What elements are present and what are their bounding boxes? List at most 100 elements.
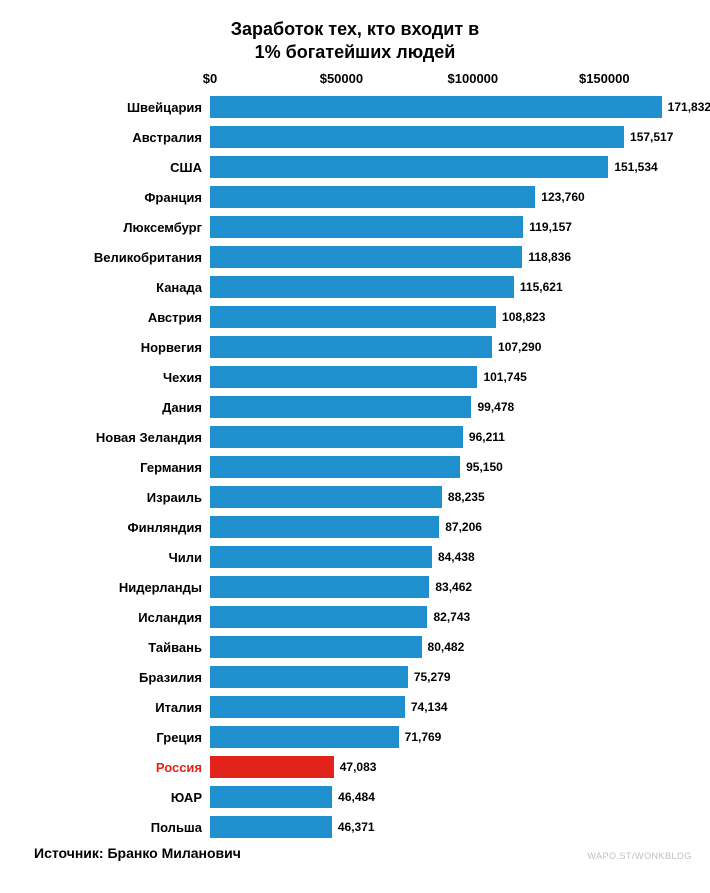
chart-row: Финляндия87,206 [0, 513, 710, 541]
credit-text: WAPO.ST/WONKBLOG [587, 851, 692, 861]
country-label: Исландия [0, 610, 210, 625]
bar: 108,823 [210, 306, 496, 328]
bar: 87,206 [210, 516, 439, 538]
x-axis-labels: $0$50000$100000$150000 [210, 71, 670, 93]
bar-value: 99,478 [471, 400, 514, 414]
country-label: Бразилия [0, 670, 210, 685]
bar: 83,462 [210, 576, 429, 598]
country-label: Австрия [0, 310, 210, 325]
bar: 119,157 [210, 216, 523, 238]
chart-row: Польша 46,371 [0, 813, 710, 841]
bar: 95,150 [210, 456, 460, 478]
country-label: Финляндия [0, 520, 210, 535]
chart-row: Норвегия107,290 [0, 333, 710, 361]
bar-track: 80,482 [210, 636, 710, 658]
bar-value: 87,206 [439, 520, 482, 534]
bar: 82,743 [210, 606, 427, 628]
bar: 157,517 [210, 126, 624, 148]
chart-row: Канада115,621 [0, 273, 710, 301]
bar-track: 88,235 [210, 486, 710, 508]
bar: 123,760 [210, 186, 535, 208]
bar-value: 96,211 [463, 430, 505, 444]
bar-chart: $0$50000$100000$150000 Швейцария171,832А… [0, 71, 710, 841]
chart-title: Заработок тех, кто входит в 1% богатейши… [0, 0, 710, 71]
bar-track: 74,134 [210, 696, 710, 718]
bar-value: 118,836 [522, 250, 571, 264]
chart-row: Великобритания118,836 [0, 243, 710, 271]
chart-row: Италия74,134 [0, 693, 710, 721]
x-axis-tick: $50000 [320, 71, 363, 86]
bar-value: 171,832 [662, 100, 710, 114]
chart-row: Россия47,083 [0, 753, 710, 781]
country-label: Россия [0, 760, 210, 775]
bar: 88,235 [210, 486, 442, 508]
chart-row: США151,534 [0, 153, 710, 181]
bar-value: 47,083 [334, 760, 377, 774]
bar-value: 80,482 [422, 640, 465, 654]
chart-row: Израиль88,235 [0, 483, 710, 511]
country-label: Нидерланды [0, 580, 210, 595]
bar-value: 88,235 [442, 490, 485, 504]
bar: 96,211 [210, 426, 463, 448]
chart-row: Люксембург119,157 [0, 213, 710, 241]
bar-track: 171,832 [210, 96, 710, 118]
chart-row: Нидерланды83,462 [0, 573, 710, 601]
chart-row: Греция71,769 [0, 723, 710, 751]
bar-value: 157,517 [624, 130, 673, 144]
bar-track: 157,517 [210, 126, 710, 148]
chart-row: Германия95,150 [0, 453, 710, 481]
bar-value: 71,769 [399, 730, 442, 744]
bar-track: 107,290 [210, 336, 710, 358]
bar-track: 99,478 [210, 396, 710, 418]
bar-value: 75,279 [408, 670, 451, 684]
bar-track: 96,211 [210, 426, 710, 448]
bar-track: 46,371 [210, 816, 710, 838]
bar-track: 119,157 [210, 216, 710, 238]
country-label: Чехия [0, 370, 210, 385]
bar-value: 82,743 [427, 610, 470, 624]
country-label: Германия [0, 460, 210, 475]
country-label: Новая Зеландия [0, 430, 210, 445]
chart-row: Чили84,438 [0, 543, 710, 571]
chart-row: ЮАР46,484 [0, 783, 710, 811]
bar: 80,482 [210, 636, 422, 658]
chart-row: Дания99,478 [0, 393, 710, 421]
country-label: Дания [0, 400, 210, 415]
bar-value: 115,621 [514, 280, 563, 294]
chart-row: Бразилия 75,279 [0, 663, 710, 691]
bar-value: 123,760 [535, 190, 584, 204]
country-label: Люксембург [0, 220, 210, 235]
bar: 47,083 [210, 756, 334, 778]
bar-value: 101,745 [477, 370, 526, 384]
bar: 115,621 [210, 276, 514, 298]
x-axis-tick: $150000 [579, 71, 630, 86]
bar: 99,478 [210, 396, 471, 418]
bar-track: 95,150 [210, 456, 710, 478]
bar-track: 108,823 [210, 306, 710, 328]
country-label: США [0, 160, 210, 175]
bar-track: 101,745 [210, 366, 710, 388]
bar-track: 151,534 [210, 156, 710, 178]
bar: 84,438 [210, 546, 432, 568]
bar: 118,836 [210, 246, 522, 268]
bar: 71,769 [210, 726, 399, 748]
country-label: Норвегия [0, 340, 210, 355]
source-text: Источник: Бранко Миланович [34, 845, 241, 861]
bar-track: 47,083 [210, 756, 710, 778]
bar: 171,832 [210, 96, 662, 118]
country-label: Чили [0, 550, 210, 565]
country-label: Швейцария [0, 100, 210, 115]
bar-track: 71,769 [210, 726, 710, 748]
bar: 74,134 [210, 696, 405, 718]
bar-track: 87,206 [210, 516, 710, 538]
bar-value: 46,371 [332, 820, 375, 834]
bar-track: 82,743 [210, 606, 710, 628]
x-axis-tick: $100000 [448, 71, 499, 86]
bar-value: 108,823 [496, 310, 545, 324]
bar-value: 95,150 [460, 460, 503, 474]
chart-row: Исландия82,743 [0, 603, 710, 631]
country-label: Польша [0, 820, 210, 835]
country-label: Греция [0, 730, 210, 745]
x-axis-tick: $0 [203, 71, 217, 86]
bar-track: 75,279 [210, 666, 710, 688]
